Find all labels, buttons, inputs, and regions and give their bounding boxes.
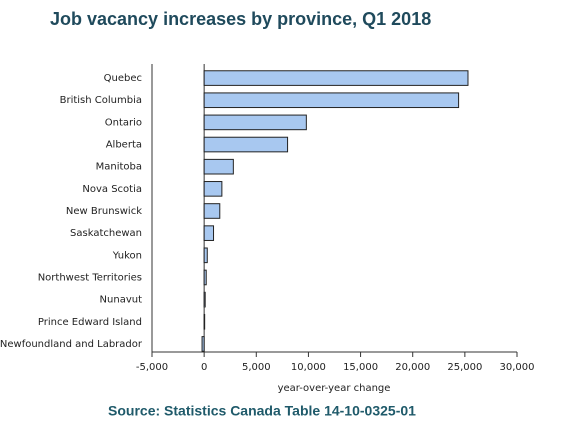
source: Source: Statistics Canada Table 14-10-03…	[108, 403, 416, 419]
bar	[203, 247, 208, 264]
y-tick-label: Alberta	[106, 140, 142, 151]
bar	[203, 70, 469, 86]
y-tick-label: Nunavut	[100, 295, 143, 306]
y-tick-label: Saskatchewan	[70, 228, 142, 239]
bar	[203, 269, 207, 286]
y-tick-label: Ontario	[105, 117, 142, 128]
bar	[201, 336, 205, 352]
x-tick-label: 15,000	[343, 362, 378, 373]
bar	[203, 136, 289, 153]
x-tick-label: 5,000	[242, 362, 271, 373]
y-tick-label: Prince Edward Island	[38, 317, 142, 328]
y-tick-label: Nova Scotia	[82, 184, 142, 195]
y-tick-label: Newfoundland and Labrador	[0, 339, 143, 350]
x-axis-label: year-over-year change	[278, 383, 391, 394]
y-tick-label: New Brunswick	[66, 206, 142, 217]
y-tick-label: British Columbia	[60, 95, 142, 106]
x-tick-label: -5,000	[136, 362, 168, 373]
bar	[203, 92, 460, 109]
y-tick-label: Yukon	[112, 250, 142, 261]
bar	[203, 225, 215, 241]
bar	[203, 114, 307, 131]
bar	[203, 313, 206, 330]
bar	[203, 203, 221, 219]
bar	[203, 291, 206, 308]
y-tick-label: Quebec	[104, 73, 142, 84]
x-tick-label: 0	[201, 362, 207, 373]
y-tick-label: Manitoba	[96, 162, 142, 173]
chart-title: Job vacancy increases by province, Q1 20…	[50, 9, 431, 29]
bar	[203, 181, 223, 197]
x-tick-label: 20,000	[395, 362, 430, 373]
bar	[203, 158, 234, 175]
y-tick-label: Northwest Territories	[38, 272, 142, 283]
x-tick-label: 30,000	[500, 362, 535, 373]
x-tick-label: 25,000	[447, 362, 482, 373]
x-tick-label: 10,000	[291, 362, 326, 373]
